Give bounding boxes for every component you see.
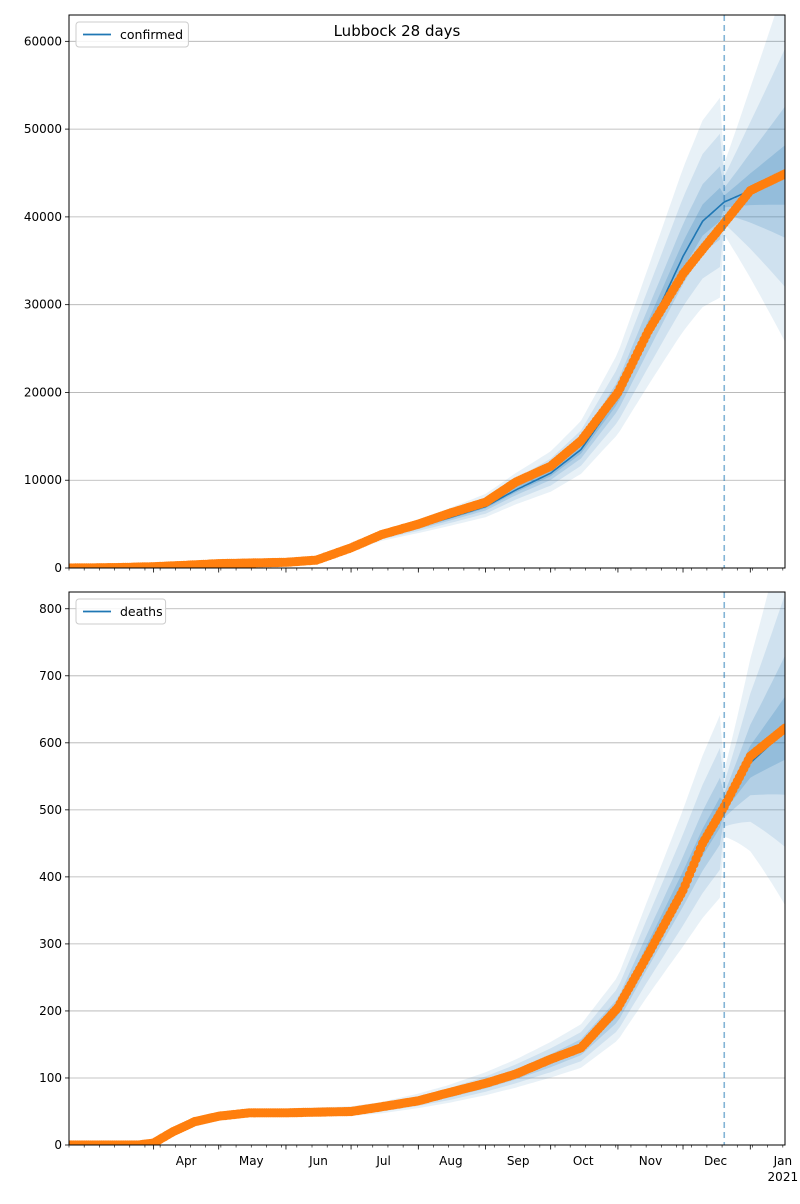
data-point — [780, 723, 785, 733]
y-tick-label: 0 — [54, 1138, 62, 1152]
x-tick-label: Jun — [308, 1154, 328, 1168]
y-tick-label: 40000 — [24, 210, 62, 224]
uncertainty-band — [69, 594, 785, 1145]
axes-frame — [68, 591, 786, 1146]
observed-points — [69, 723, 785, 1145]
y-tick-label: 0 — [54, 561, 62, 575]
y-tick-label: 500 — [39, 803, 62, 817]
y-tick-label: 20000 — [24, 385, 62, 399]
x-tick-label: Jul — [375, 1154, 390, 1168]
x-tick-label: Apr — [176, 1154, 197, 1168]
subplot-2: 0 100 200 300 400 500 600 700 800 Apr May Jun Jul Aug… — [39, 591, 799, 1184]
y-tick-label: 700 — [39, 669, 62, 683]
legend: deaths — [75, 598, 167, 625]
y-tick-label: 60000 — [24, 34, 62, 48]
x-tick-label: Dec — [704, 1154, 727, 1168]
y-tick-label: 600 — [39, 736, 62, 750]
uncertainty-band — [69, 15, 785, 568]
y-tick-label: 200 — [39, 1004, 62, 1018]
y-tick-label: 30000 — [24, 298, 62, 312]
y-tick-label: 800 — [39, 602, 62, 616]
legend-label: deaths — [120, 604, 163, 619]
observed-points — [69, 169, 785, 568]
y-tick-label: 10000 — [24, 473, 62, 487]
legend-label: confirmed — [120, 27, 183, 42]
legend-box — [75, 598, 167, 625]
x-tick-sublabel: 2021 — [768, 1170, 799, 1184]
axes-frame — [68, 14, 786, 569]
uncertainty-band — [69, 48, 785, 568]
x-tick-label: Aug — [439, 1154, 462, 1168]
chart-title: Lubbock 28 days — [334, 22, 461, 40]
legend: confirmed — [75, 21, 189, 48]
uncertainty-bands — [69, 592, 785, 1145]
uncertainty-band — [69, 592, 785, 1145]
y-tick-label: 400 — [39, 870, 62, 884]
x-tick-label: Nov — [639, 1154, 662, 1168]
data-point — [780, 169, 785, 179]
subplot-1: 0 10000 20000 30000 40000 50000 60000 Lubbock 2… — [24, 14, 786, 575]
legend-box — [75, 21, 189, 48]
x-tick-label: May — [239, 1154, 264, 1168]
x-tick-label: Jan — [773, 1154, 793, 1168]
y-tick-label: 100 — [39, 1071, 62, 1085]
x-tick-label: Sep — [507, 1154, 530, 1168]
y-tick-label: 50000 — [24, 122, 62, 136]
x-tick-label: Oct — [573, 1154, 594, 1168]
y-tick-label: 300 — [39, 937, 62, 951]
